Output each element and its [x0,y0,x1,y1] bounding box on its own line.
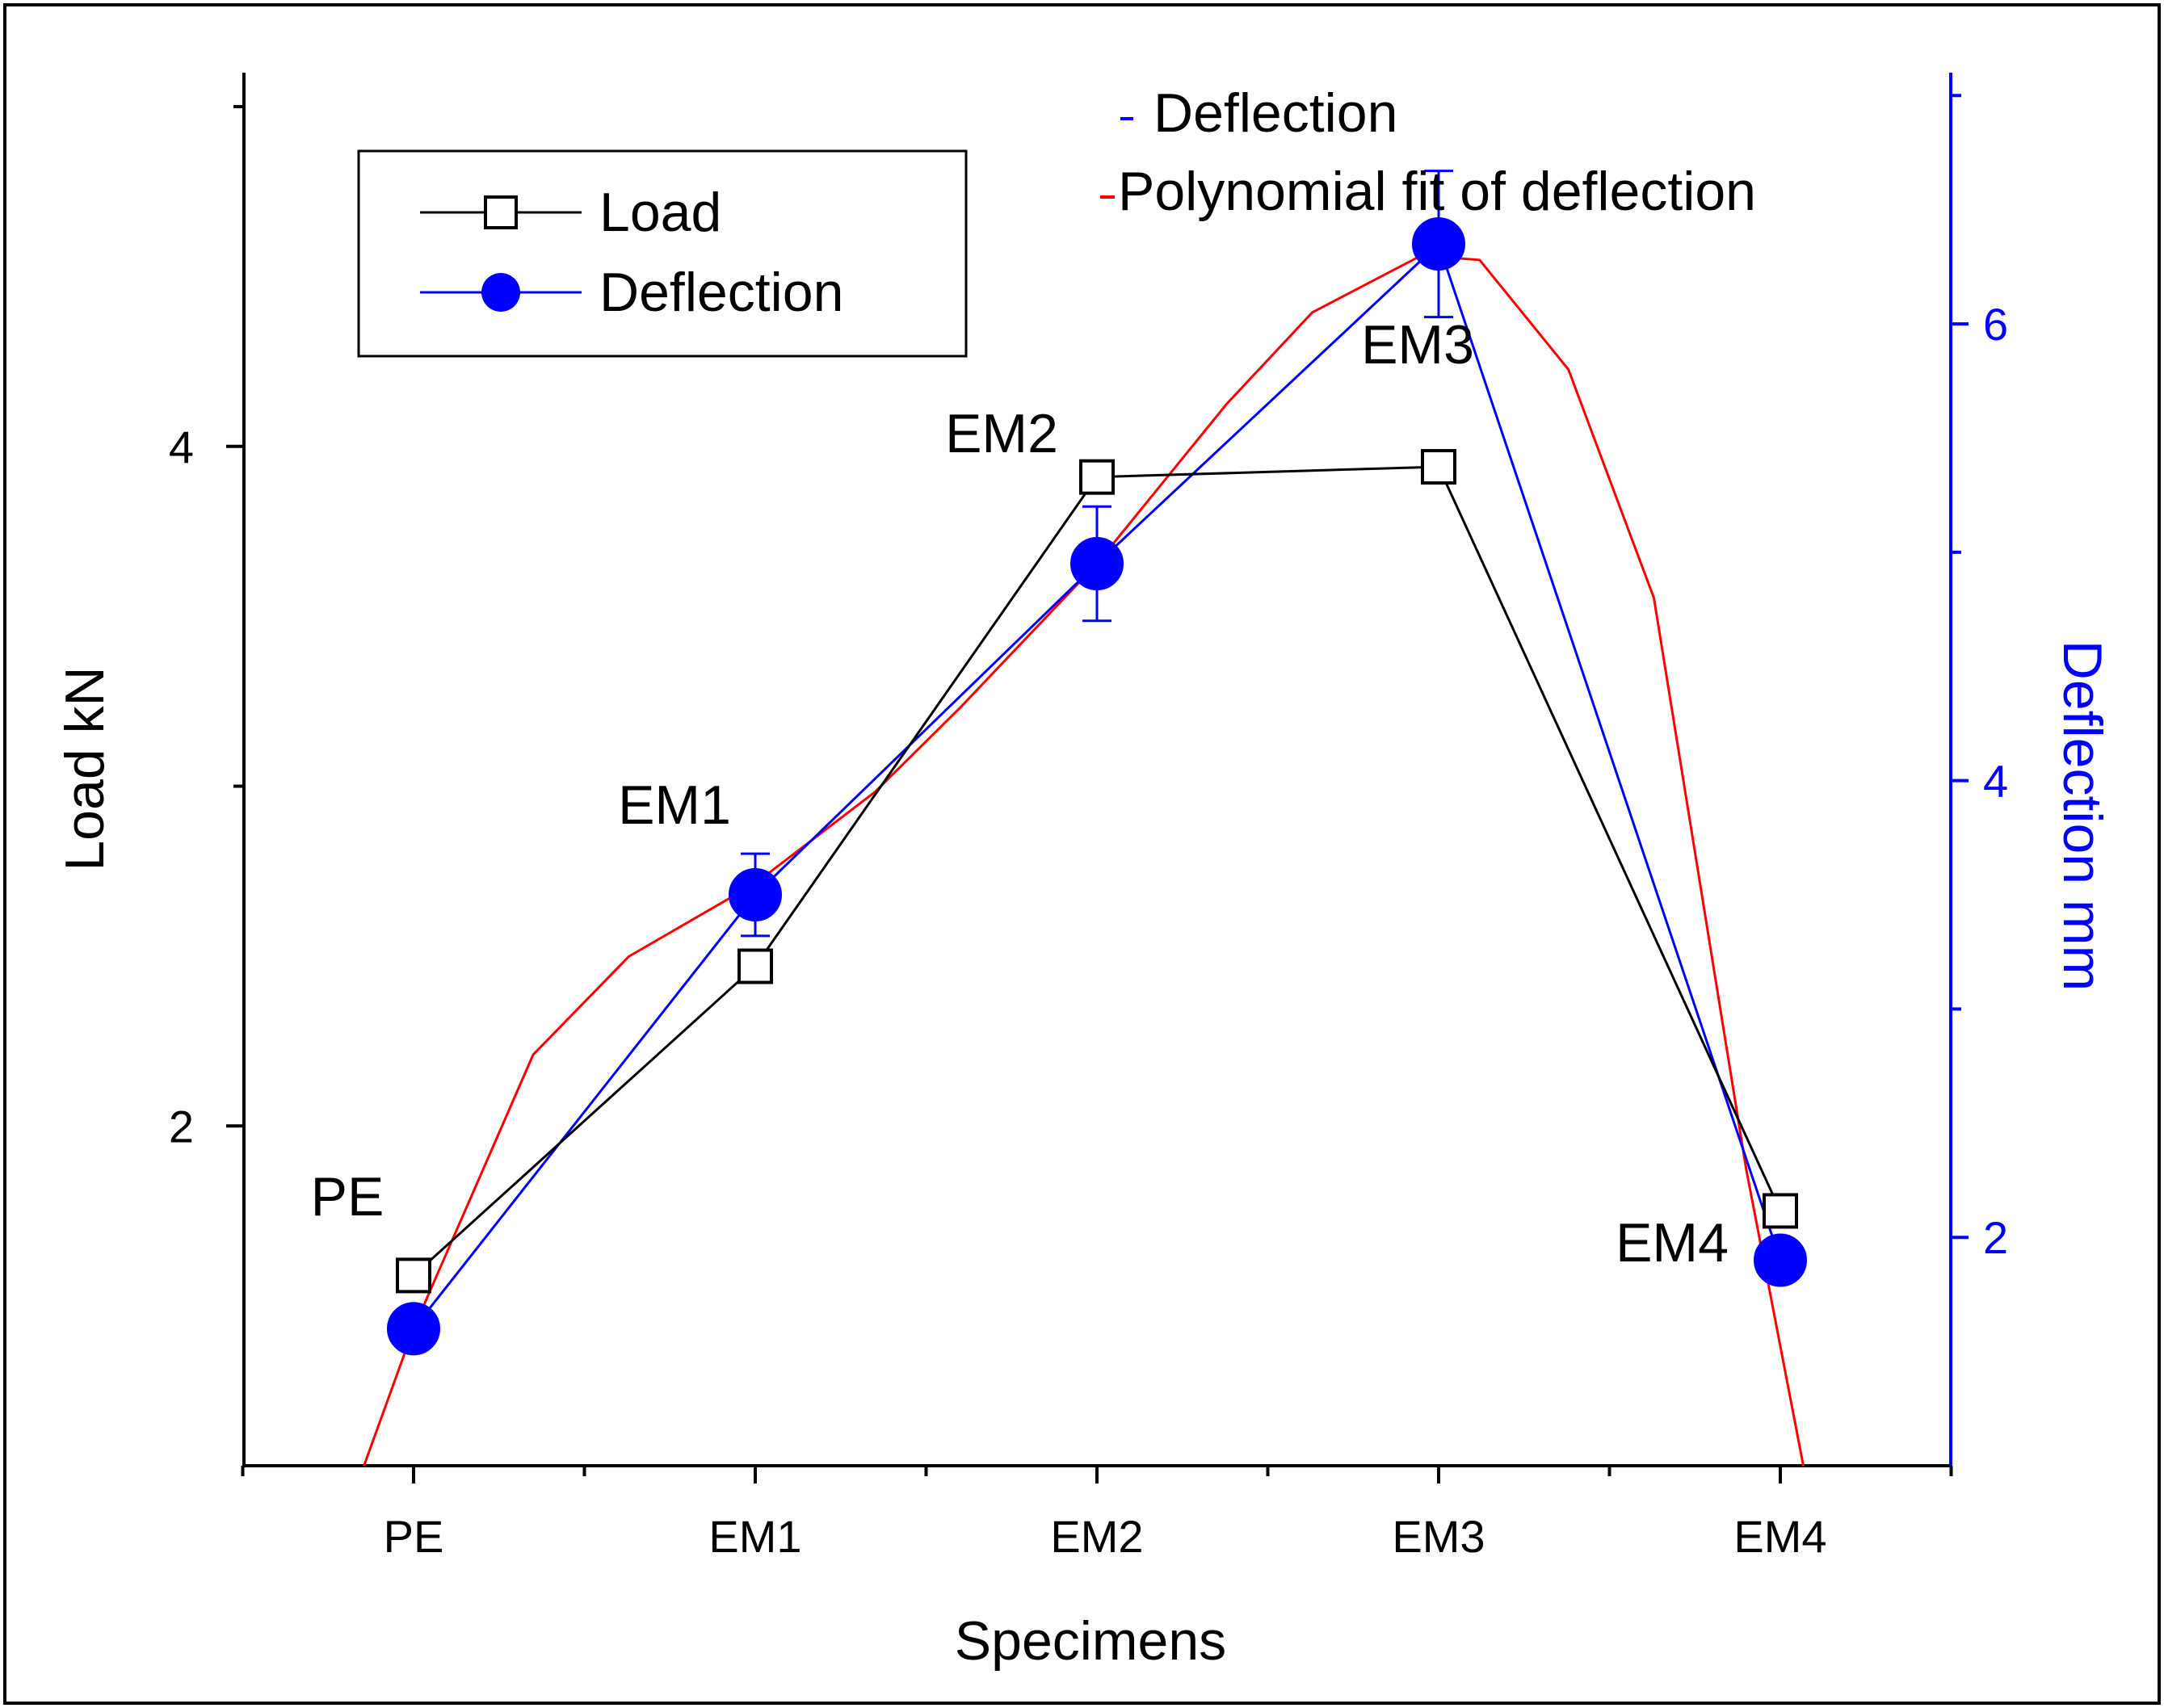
point-label: EM4 [1616,1212,1729,1274]
right-axis-title: Deflection mm [2052,640,2113,992]
right-tick-label: 6 [1983,299,2008,350]
load-point [1763,1193,1798,1229]
deflection-point [387,1302,440,1356]
point-label: EM2 [945,403,1058,464]
figure-frame [3,3,2161,1705]
left-axis-title: Load kN [54,666,116,871]
fit-series-line [363,254,1805,1466]
left-tick-label: 4 [169,422,194,472]
x-tick-label: EM3 [1392,1511,1485,1562]
x-tick-label: EM4 [1733,1511,1826,1562]
x-tick-label: EM2 [1050,1511,1143,1562]
legend-deflection-label: Deflection [599,262,843,323]
x-tick-label: EM1 [708,1511,801,1562]
legend-deflection-marker [481,273,520,312]
right-tick-label: 4 [1983,756,2008,807]
load-point [1421,449,1456,485]
x-axis-title: Specimens [955,1610,1226,1672]
legend-box [357,149,968,358]
right-tick-label: 2 [1983,1212,2008,1263]
deflection-point [1412,217,1465,271]
deflection-point [1070,536,1124,590]
point-label: EM1 [618,774,731,836]
load-point [737,948,773,984]
legend-load-label: Load [599,182,721,243]
legend2-fit-label: Polynomial fit of deflection [1118,161,1756,222]
load-point [396,1257,431,1294]
point-label: PE [311,1166,384,1227]
x-tick-label: PE [384,1511,444,1562]
point-label: EM3 [1361,314,1474,376]
deflection-point [1754,1233,1807,1287]
deflection-point [729,868,782,922]
left-tick-label: 2 [169,1101,194,1152]
load-point [1079,459,1115,495]
legend2-deflection-label: Deflection [1153,82,1397,144]
legend-load-marker [484,195,518,229]
